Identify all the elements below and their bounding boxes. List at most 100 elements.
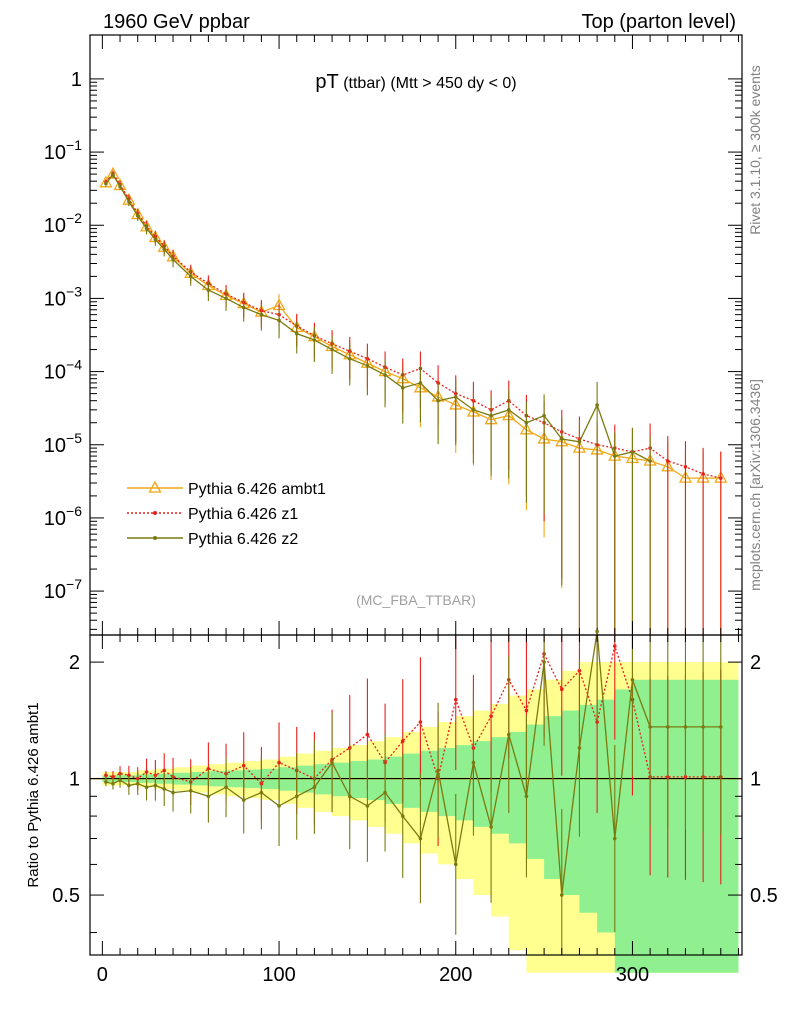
data-point-ambt1 — [99, 175, 113, 188]
data-point-z1 — [436, 381, 440, 385]
ratio-point-z2 — [683, 725, 688, 729]
rivet-label: Rivet 3.1.10, ≥ 300k events — [747, 65, 763, 235]
data-point-z2 — [506, 408, 511, 412]
main-y-tick-label: 1 — [71, 69, 82, 91]
data-point-z2 — [188, 274, 193, 279]
ratio-point-z2 — [506, 732, 511, 737]
data-point-z2 — [418, 381, 423, 385]
main-y-tick-base: 10 — [44, 581, 66, 603]
x-tick-label: 0 — [97, 964, 108, 986]
data-point-z2 — [630, 450, 635, 454]
data-point-z2 — [542, 413, 546, 418]
series-line-z1 — [105, 172, 721, 479]
main-y-tick-base: 10 — [44, 215, 66, 237]
ratio-point-z2 — [612, 836, 617, 841]
main-y-tick-exponent: −7 — [66, 576, 82, 592]
ratio-point-z2 — [312, 785, 317, 790]
ratio-point-z2 — [135, 781, 140, 786]
x-tick-label: 200 — [439, 964, 472, 986]
legend-label-z2: Pythia 6.426 z2 — [188, 531, 298, 548]
main-y-tick-label: 10−6 — [44, 503, 82, 530]
main-y-tick-exponent: −4 — [66, 357, 82, 373]
ratio-point-z2 — [224, 785, 228, 790]
ratio-point-z2 — [453, 862, 458, 867]
ratio-point-z2 — [701, 725, 705, 729]
ratio-point-z2 — [436, 768, 440, 773]
ratio-point-z2 — [153, 783, 158, 788]
data-point-z2 — [127, 199, 131, 204]
ratio-bands — [90, 662, 742, 973]
data-point-z2 — [365, 363, 370, 368]
ratio-y-tick-label-right: 1 — [750, 769, 761, 791]
data-point-z2 — [294, 331, 299, 336]
x-tick-label: 100 — [262, 964, 295, 986]
ratio-point-z1 — [111, 775, 115, 779]
ratio-point-z2 — [347, 794, 352, 799]
ratio-point-z1 — [162, 768, 167, 773]
series-line-ambt1 — [105, 172, 721, 479]
data-point-z2 — [277, 318, 281, 323]
ratio-y-tick-label: 2 — [69, 652, 80, 674]
main-y-axis: 110−110−210−310−410−510−610−7 — [44, 35, 742, 635]
ratio-y-tick-label: 0.5 — [52, 885, 80, 907]
legend-label-ambt1: Pythia 6.426 ambt1 — [188, 481, 326, 498]
ratio-series-layer — [104, 629, 723, 955]
data-point-z1 — [718, 476, 723, 480]
ratio-point-z2 — [577, 746, 582, 750]
data-point-z2 — [347, 356, 352, 361]
main-title-main: pT — [315, 71, 338, 93]
main-y-tick-base: 10 — [44, 435, 66, 457]
main-y-tick-label: 10−7 — [44, 576, 82, 603]
watermark: (MC_FBA_TTBAR) — [356, 592, 476, 608]
data-point-z2 — [471, 408, 476, 412]
data-point-z2 — [153, 237, 158, 242]
ratio-point-z1 — [612, 644, 617, 648]
data-point-z1 — [683, 464, 688, 469]
main-title-sub: (ttbar) (Mtt > 450 dy < 0) — [339, 75, 517, 92]
legend-marker-z2 — [153, 536, 157, 540]
ratio-point-z1 — [489, 714, 493, 718]
data-point-z2 — [144, 226, 149, 231]
main-title: pT (ttbar) (Mtt > 450 dy < 0) — [315, 71, 516, 93]
main-y-tick-base: 10 — [44, 288, 66, 310]
data-point-z2 — [118, 184, 122, 189]
main-y-tick-base: 10 — [44, 508, 66, 530]
ratio-point-z2 — [595, 629, 599, 634]
ratio-point-z2 — [330, 760, 334, 765]
ratio-point-z2 — [648, 725, 652, 729]
data-point-z2 — [312, 338, 317, 342]
ratio-point-z2 — [277, 804, 281, 808]
ratio-point-z2 — [383, 790, 387, 795]
main-y-tick-exponent: −5 — [66, 430, 82, 446]
main-y-tick-base: 10 — [44, 362, 66, 384]
ratio-point-z1 — [365, 732, 370, 737]
ratio-point-z2 — [111, 781, 115, 786]
data-point-z2 — [171, 257, 175, 262]
ratio-point-z2 — [524, 794, 529, 799]
ratio-point-z2 — [259, 790, 264, 795]
ratio-y-label: Ratio to Pythia 6.426 ambt1 — [25, 702, 42, 887]
ratio-point-z2 — [104, 780, 108, 784]
ratio-point-z2 — [718, 725, 723, 729]
data-point-z2 — [206, 288, 211, 292]
mcplots-label: mcplots.cern.ch [arXiv:1306.3436] — [747, 379, 763, 591]
ratio-point-z1 — [453, 697, 458, 702]
main-y-tick-base: 10 — [44, 142, 66, 164]
data-point-z2 — [259, 312, 264, 317]
ratio-point-z2 — [188, 788, 193, 793]
data-point-z2 — [524, 420, 529, 425]
main-y-tick-exponent: −6 — [66, 503, 82, 519]
ratio-point-z2 — [542, 660, 546, 664]
ratio-point-z1 — [241, 763, 246, 768]
main-y-tick-label: 10−4 — [44, 357, 82, 384]
data-point-z2 — [383, 373, 387, 377]
ratio-point-z1 — [206, 766, 211, 771]
data-point-z2 — [400, 386, 405, 390]
ratio-point-z2 — [365, 804, 370, 808]
ratio-point-z1 — [104, 773, 108, 778]
main-y-tick-exponent: −3 — [66, 283, 82, 299]
data-point-z2 — [330, 347, 334, 352]
ratio-line-z2 — [105, 631, 721, 896]
main-y-tick-exponent: −1 — [66, 137, 82, 153]
